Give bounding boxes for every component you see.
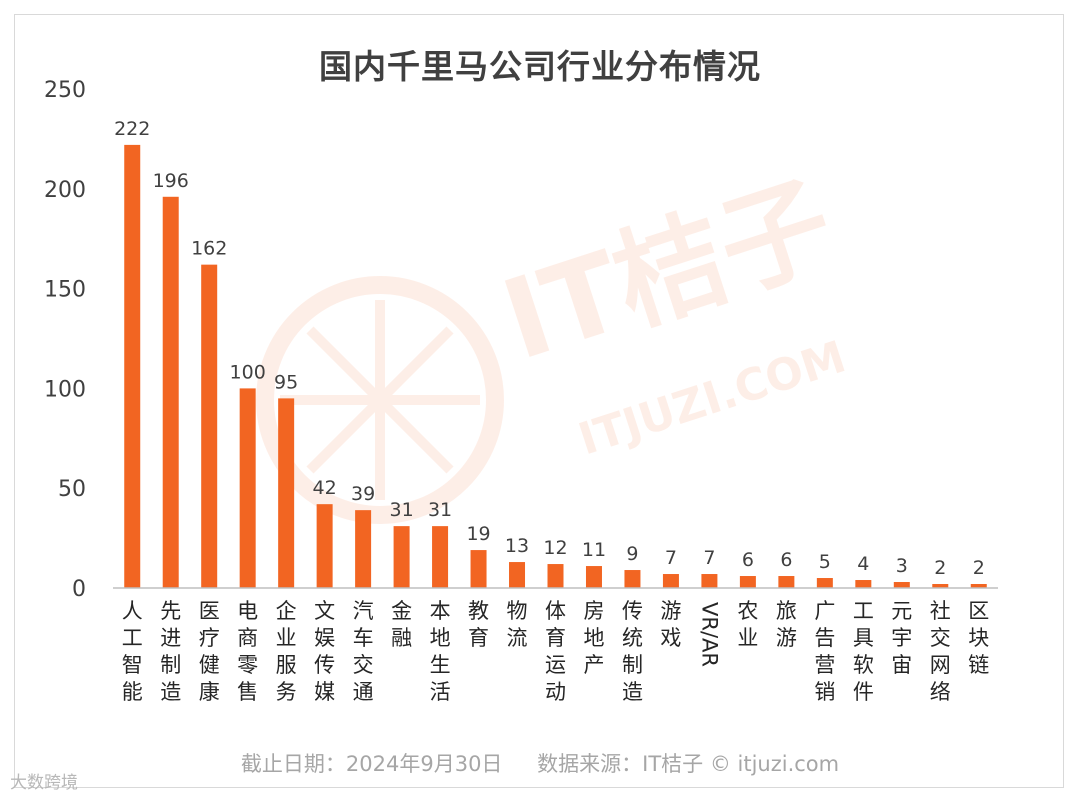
y-tick-label: 250 <box>44 78 86 103</box>
x-tick-label: 物流 <box>507 599 528 650</box>
bar <box>739 576 756 588</box>
x-tick-label: 区块链 <box>968 599 989 677</box>
data-label: 31 <box>428 499 452 521</box>
y-tick-label: 200 <box>44 178 86 203</box>
data-label: 4 <box>857 553 869 575</box>
x-tick-label: 先进制造 <box>160 599 181 704</box>
x-tick-label: 农业 <box>737 599 758 650</box>
y-tick-label: 150 <box>44 278 86 303</box>
x-tick-label: 房地产 <box>583 599 604 677</box>
bar <box>201 264 218 588</box>
x-tick-label: 企业服务 <box>276 599 297 704</box>
bar <box>355 510 372 588</box>
x-tick-label: 教育 <box>468 599 489 650</box>
data-label: 13 <box>505 535 529 557</box>
data-label: 6 <box>780 549 792 571</box>
bar <box>662 574 679 588</box>
data-label: 19 <box>466 523 490 545</box>
chart-title: 国内千里马公司行业分布情况 <box>319 47 761 86</box>
bar <box>893 582 910 588</box>
data-label: 5 <box>819 551 831 573</box>
x-tick-label: 金融 <box>391 599 412 650</box>
bar <box>701 574 718 588</box>
bar <box>124 144 141 588</box>
data-label: 31 <box>389 499 413 521</box>
bar <box>432 526 449 588</box>
data-label: 2 <box>973 557 985 579</box>
chart-frame <box>14 14 1064 788</box>
y-tick-label: 100 <box>44 377 86 402</box>
data-label: 3 <box>896 555 908 577</box>
x-tick-label: 元宇宙 <box>891 599 912 677</box>
data-label: 9 <box>626 543 638 565</box>
data-label: 100 <box>230 361 266 383</box>
data-label: 222 <box>114 118 150 140</box>
x-tick-label: 传统制造 <box>622 599 643 704</box>
bar <box>970 584 987 588</box>
x-tick-label: 人工智能 <box>122 599 143 704</box>
bar <box>393 526 410 588</box>
footer-source-note: 数据来源：IT桔子 © itjuzi.com <box>537 752 840 776</box>
x-tick-label: 医疗健康 <box>199 599 220 704</box>
bar <box>316 504 333 588</box>
bar <box>932 584 949 588</box>
data-label: 7 <box>665 547 677 569</box>
data-label: 39 <box>351 483 375 505</box>
data-label: 162 <box>191 238 227 260</box>
x-tick-label: 游戏 <box>660 599 681 650</box>
bar <box>470 550 487 588</box>
x-tick-label: 汽车交通 <box>353 599 374 704</box>
bar <box>585 566 602 588</box>
bar <box>162 196 179 588</box>
footer-date-note: 截止日期：2024年9月30日 <box>240 752 503 776</box>
x-tick-label: 体育运动 <box>545 599 566 704</box>
bar <box>855 580 872 588</box>
footer: 截止日期：2024年9月30日 数据来源：IT桔子 © itjuzi.com <box>0 748 1080 778</box>
x-tick-label: 文娱传媒 <box>314 599 335 704</box>
bar <box>778 576 795 588</box>
y-tick-label: 0 <box>72 577 86 602</box>
data-label: 11 <box>582 539 606 561</box>
data-label: 2 <box>934 557 946 579</box>
data-label: 196 <box>153 170 189 192</box>
bar <box>624 570 641 588</box>
bar <box>509 562 526 588</box>
bar <box>239 388 256 588</box>
corner-watermark: 大数跨境 <box>10 773 78 793</box>
x-tick-label: 旅游 <box>776 599 797 650</box>
x-tick-label: 电商零售 <box>237 599 258 704</box>
x-tick-label: 广告营销 <box>814 599 835 704</box>
data-label: 42 <box>313 477 337 499</box>
data-label: 12 <box>543 537 567 559</box>
data-label: 6 <box>742 549 754 571</box>
bar <box>278 398 295 588</box>
x-tick-label: VR/AR <box>697 602 721 667</box>
x-tick-label: 工具软件 <box>853 599 874 704</box>
y-tick-label: 50 <box>58 477 86 502</box>
bar <box>816 578 833 588</box>
data-label: 95 <box>274 371 298 393</box>
data-label: 7 <box>703 547 715 569</box>
x-tick-label: 本地生活 <box>430 599 451 704</box>
x-tick-label: 社交网络 <box>930 599 951 704</box>
bar <box>547 564 564 588</box>
